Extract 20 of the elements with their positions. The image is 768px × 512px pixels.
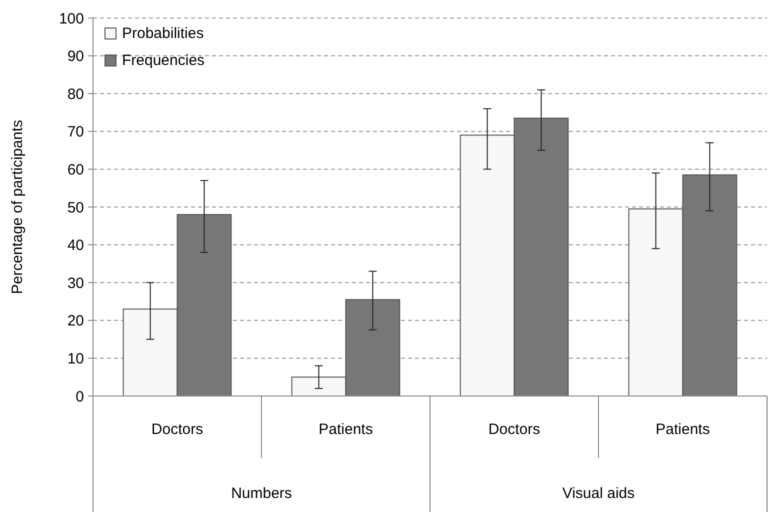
y-tick-label: 80 — [67, 86, 84, 103]
x-tick-label: Patients — [656, 421, 710, 438]
y-tick-label: 50 — [67, 199, 84, 216]
y-tick-label: 20 — [67, 312, 84, 330]
y-tick-label: 60 — [67, 161, 84, 178]
legend-label: Frequencies — [122, 52, 205, 69]
text: Visual aids — [562, 485, 635, 502]
y-tick-label: 90 — [67, 48, 84, 66]
text: Numbers — [231, 485, 292, 502]
y-tick-label: 30 — [67, 274, 84, 292]
y-tick-label: 40 — [67, 237, 84, 254]
y-axis-title: Percentage of participants — [9, 120, 26, 294]
x-tick-label: Doctors — [151, 421, 204, 438]
y-tick-label: 100 — [58, 10, 84, 28]
legend-label: Probabilities — [122, 25, 204, 42]
y-tick-label: 70 — [67, 124, 84, 141]
y-tick-label: 0 — [76, 388, 84, 406]
y-tick-label: 10 — [67, 350, 84, 368]
x-tick-label: Patients — [318, 421, 373, 438]
x-tick-label: Doctors — [488, 421, 540, 438]
